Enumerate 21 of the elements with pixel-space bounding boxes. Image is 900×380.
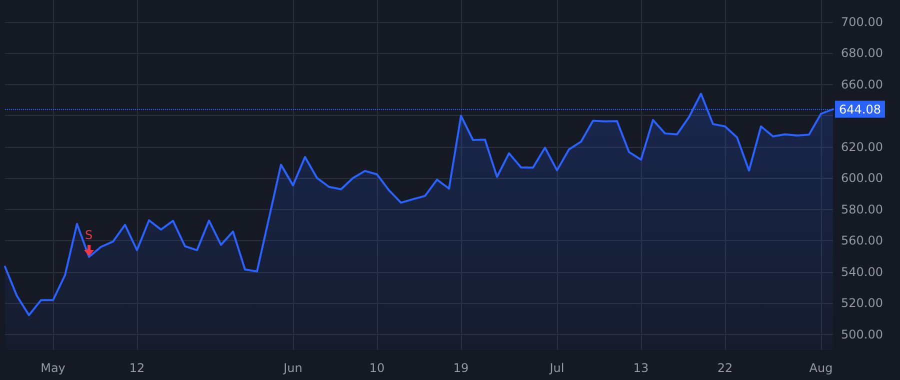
y-tick-label: 520.00: [841, 296, 883, 310]
x-tick-label: 13: [633, 361, 649, 375]
x-tick-label: Jun: [282, 361, 302, 375]
y-tick-label: 700.00: [841, 14, 883, 29]
ref-line-label: 644.08: [839, 102, 881, 116]
y-tick-label: 600.00: [841, 171, 883, 186]
x-tick-label: Jul: [548, 361, 564, 375]
y-tick-label: 500.00: [841, 327, 883, 342]
y-tick-label: 620.00: [841, 140, 883, 154]
annotation: S: [85, 228, 93, 242]
y-tick-label: 660.00: [841, 77, 883, 92]
x-tick-label: May: [40, 361, 66, 375]
y-tick-label: 680.00: [841, 46, 883, 60]
x-tick-label: 10: [369, 361, 385, 375]
y-tick-label: 540.00: [841, 264, 883, 279]
x-tick-label: 12: [129, 361, 145, 375]
x-tick-label: 22: [717, 361, 733, 375]
y-tick-label: 580.00: [841, 202, 883, 216]
y-tick-label: 560.00: [841, 234, 883, 248]
x-tick-label: Aug: [809, 361, 833, 375]
x-tick-label: 19: [453, 361, 469, 375]
